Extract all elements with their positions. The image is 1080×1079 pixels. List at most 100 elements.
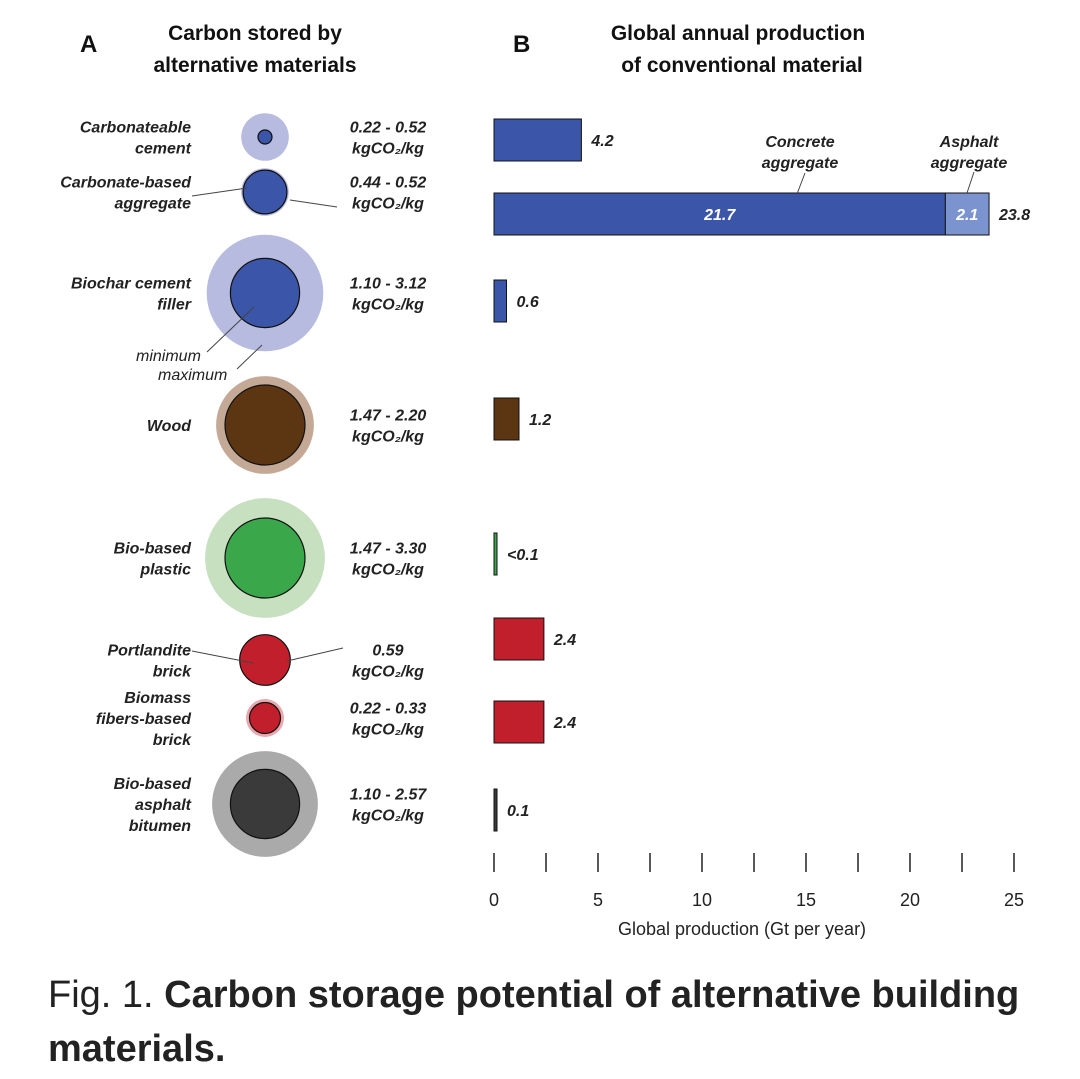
caption-fig-label: Fig. 1. [48,974,154,1016]
carbon-unit: kgCO₂/kg [352,429,424,446]
material-name: Biochar cement [71,276,192,293]
concrete-aggregate-label-line-1: Concrete [765,134,834,151]
panel-b-letter: B [513,31,530,58]
material-name: Bio-based [114,541,193,558]
asphalt-leader-line [966,171,975,194]
bar-row: 2.4 [493,700,576,744]
caption-title: Carbon storage potential of alternative … [48,974,1020,1070]
material-name: asphalt [135,797,192,814]
minimum-leader-line [206,306,255,353]
bubble-min-circle [257,129,273,145]
concrete-leader-line [796,172,806,195]
asphalt-aggregate-label-line-2: aggregate [931,155,1008,172]
material-name: Bio-based [114,776,193,793]
carbon-unit: kgCO₂/kg [352,196,424,213]
bubble-row: Carbonateable cement 0.22 - 0.52 kgCO₂/kg [80,113,426,161]
material-name: Biomass [124,690,191,707]
material-name: Carbonateable [80,120,191,137]
carbon-range: 1.10 - 3.12 [350,276,427,293]
carbon-range: 1.47 - 2.20 [350,408,427,425]
bar-value-label: 1.2 [529,412,551,429]
carbon-unit: kgCO₂/kg [352,297,424,314]
bar-value-label: 0.6 [517,294,539,311]
bar [493,397,520,441]
panel-a-letter: A [80,31,97,58]
bubble-min-circle [248,701,282,735]
bar [493,788,498,832]
bar-row: 0.6 [493,279,539,323]
carbon-range: 0.44 - 0.52 [350,175,427,192]
bubble-row: Bio-based plastic 1.47 - 3.30 kgCO₂/kg [114,498,427,618]
material-name: Wood [147,418,192,435]
material-name: filler [157,297,192,314]
tick-label: 15 [796,890,816,910]
concrete-aggregate-label-line-2: aggregate [762,155,839,172]
connector-line [289,199,338,208]
bar-row: 21.7 2.1 23.8 [493,192,1030,236]
panel-a-title-line-2: alternative materials [153,54,356,77]
maximum-leader-line [236,344,263,370]
bar-value-label: 2.4 [553,715,576,732]
bar-value-label: <0.1 [507,547,539,564]
panel-a-title-line-1: Carbon stored by [168,22,342,45]
carbon-unit: kgCO₂/kg [352,562,424,579]
bubble-row: Bio-based asphalt bitumen 1.10 - 2.57 kgCO₂/… [114,751,428,857]
carbon-range: 1.10 - 2.57 [350,787,428,804]
panel-b-title-line-2: of conventional material [621,54,863,77]
material-name: fibers-based [96,711,192,728]
bar-value-label: 0.1 [507,803,529,820]
figure-canvas: A Carbon stored by alternative materials… [60,22,1030,939]
minimum-note: minimum [136,348,201,365]
bar-chart: 4.2 21.7 2.1 23.8 0.6 1.2 <0.1 2.4 2.4 0.1 [493,118,1030,832]
material-name: cement [135,141,192,158]
bar-row: <0.1 [493,532,539,576]
x-axis: 0 5 10 15 20 25 Global production (Gt per year… [489,853,1024,939]
figure-caption: Fig. 1. Carbon storage potential of alte… [48,968,1048,1076]
tick-label: 25 [1004,890,1024,910]
bubble-row: Biomass fibers-based brick 0.22 - 0.33 kgCO₂… [96,690,426,749]
bar-segment-label: 2.1 [955,207,978,224]
carbon-unit: kgCO₂/kg [352,808,424,825]
carbon-range: 0.22 - 0.52 [350,120,427,137]
bubble-row: Biochar cement filler 1.10 - 3.12 kgCO₂/kg [71,234,427,352]
material-name: Portlandite [107,643,191,660]
bar [493,279,507,323]
bar-row: 1.2 [493,397,551,441]
bar-row: 2.4 [493,617,576,661]
tick-label: 20 [900,890,920,910]
asphalt-aggregate-label-line-1: Asphalt [939,134,999,151]
carbon-unit: kgCO₂/kg [352,664,424,681]
bar-value-label: 23.8 [998,207,1030,224]
bubble-min-circle [229,257,301,329]
bar-row: 0.1 [493,788,529,832]
bubble-row: Wood 1.47 - 2.20 kgCO₂/kg [147,376,426,474]
bubble-min-circle [224,517,306,599]
carbon-unit: kgCO₂/kg [352,722,424,739]
x-axis-label: Global production (Gt per year) [618,919,866,939]
tick-label: 10 [692,890,712,910]
carbon-range: 0.59 [372,643,403,660]
panel-b-title-line-1: Global annual production [611,22,865,45]
tick-label: 5 [593,890,603,910]
tick-label: 0 [489,890,499,910]
material-name: plastic [139,562,191,579]
bubble-min-circle [242,169,288,215]
bar [493,700,545,744]
bar-segment-label: 21.7 [703,207,736,224]
material-name: bitumen [129,818,191,835]
bubble-min-circle [239,634,291,686]
bar-value-label: 4.2 [590,133,613,150]
carbon-unit: kgCO₂/kg [352,141,424,158]
bubble-min-circle [224,384,306,466]
material-name: aggregate [115,196,192,213]
carbon-range: 1.47 - 3.30 [350,541,427,558]
connector-line [191,187,248,197]
carbon-range: 0.22 - 0.33 [350,701,427,718]
bar [493,617,545,661]
material-name: brick [153,732,192,749]
bar [493,532,498,576]
material-name: Carbonate-based [60,175,192,192]
material-name: brick [153,664,192,681]
bar [493,118,582,162]
